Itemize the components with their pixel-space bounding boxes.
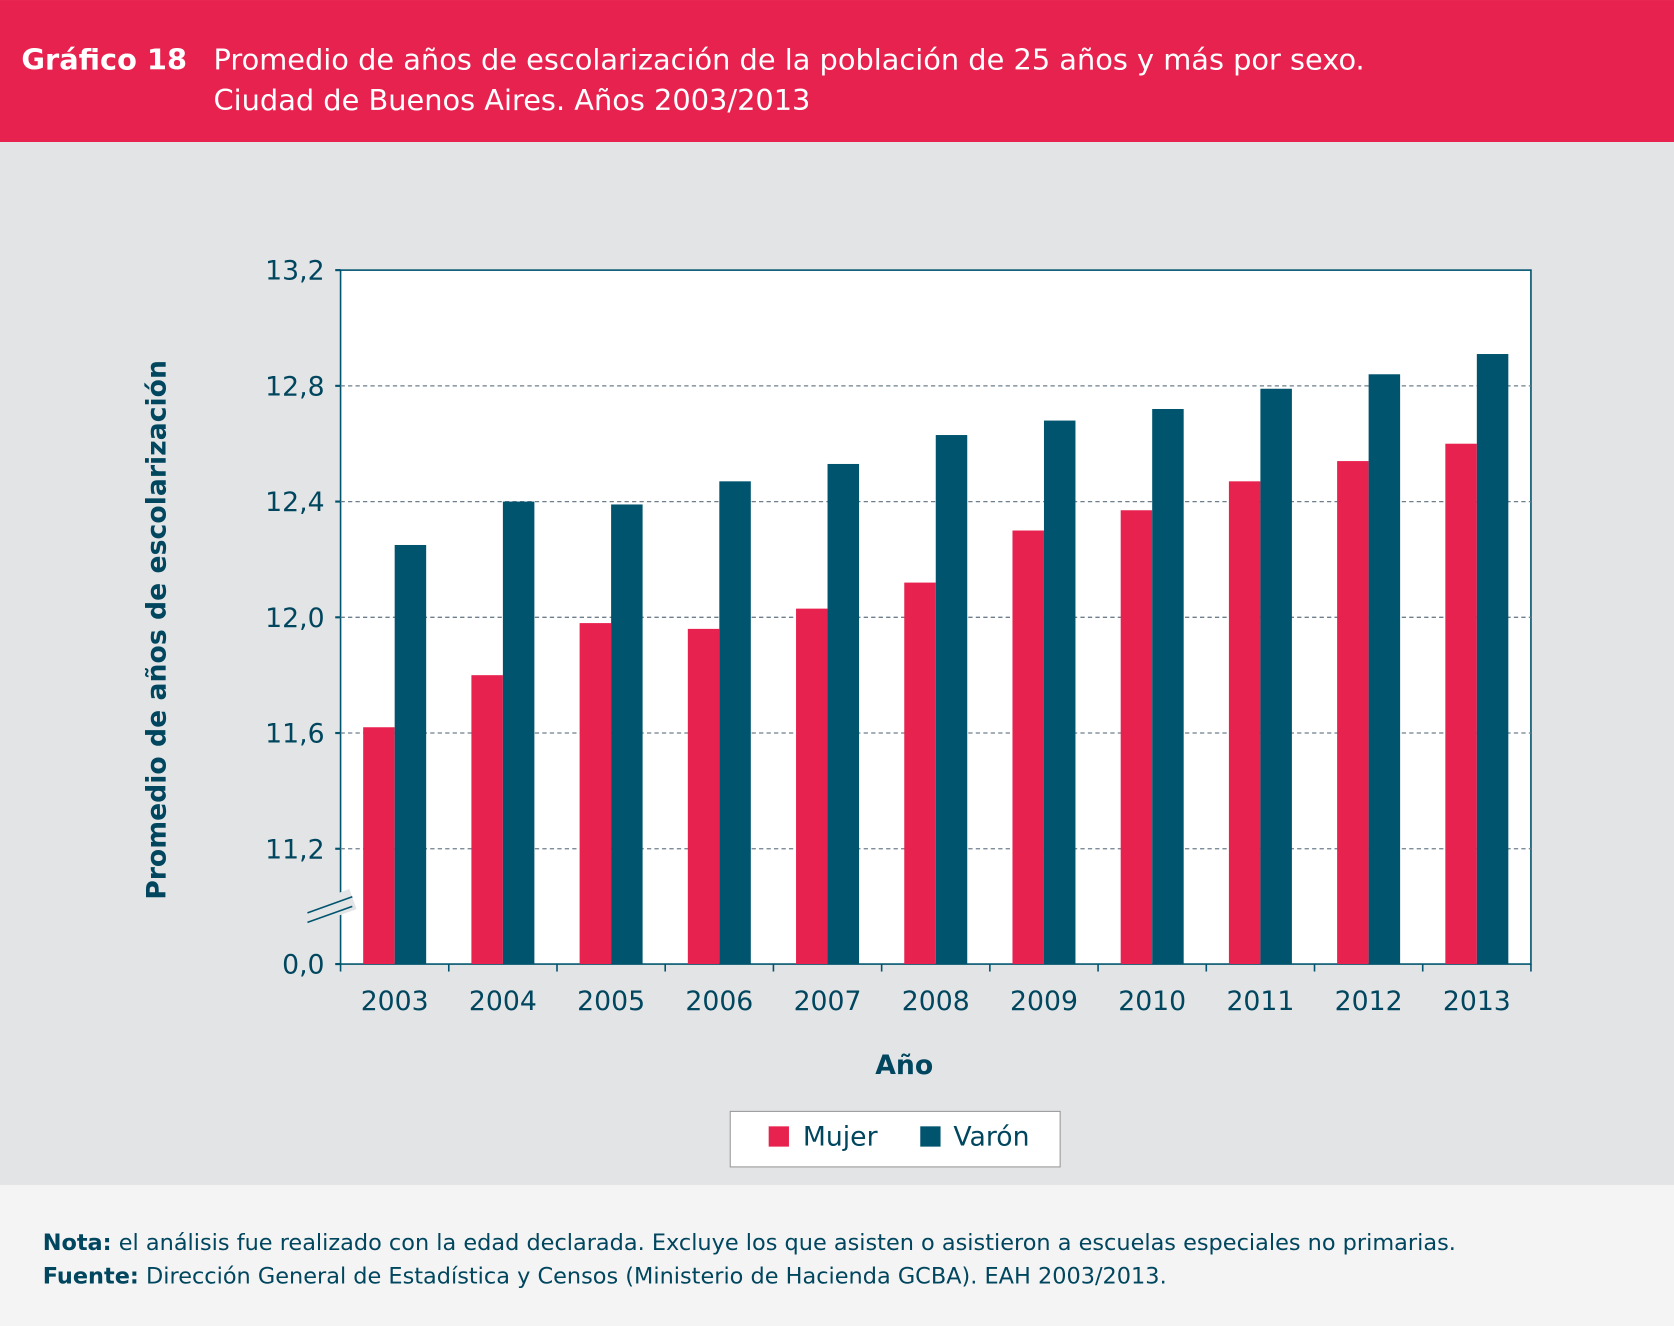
y-tick-label: 12,0 <box>265 603 324 634</box>
bar-mujer-2012 <box>1337 461 1369 965</box>
bar-mujer-2011 <box>1228 481 1261 965</box>
x-tick-label: 2008 <box>902 986 970 1017</box>
source: Fuente: Dirección General de Estadística… <box>43 1263 1167 1289</box>
y-tick-label: 12,8 <box>265 371 324 402</box>
x-tick-label: 2012 <box>1335 986 1403 1017</box>
legend: Mujer Varón <box>729 1110 1061 1168</box>
bar-mujer-2008 <box>904 582 936 965</box>
x-tick-label: 2005 <box>577 986 645 1017</box>
note-text: el análisis fue realizado con la edad de… <box>112 1230 1456 1256</box>
y-tick-label: 12,4 <box>265 487 324 518</box>
note: Nota: el análisis fue realizado con la e… <box>43 1230 1456 1256</box>
footer <box>0 1185 1674 1326</box>
bar-mujer-2010 <box>1120 510 1153 965</box>
chart-title-line1: Promedio de años de escolarización de la… <box>214 42 1365 76</box>
header-bar <box>0 0 1674 143</box>
bar-varon-2004 <box>502 501 535 965</box>
bar-mujer-2004 <box>471 675 503 965</box>
bar-mujer-2003 <box>363 727 395 965</box>
bar-varon-2012 <box>1368 374 1401 965</box>
bar-mujer-2009 <box>1012 530 1044 965</box>
axis-break-icon <box>303 889 357 926</box>
x-tick-label: 2011 <box>1226 986 1294 1017</box>
x-tick-label: 2013 <box>1443 986 1511 1017</box>
x-tick-label: 2010 <box>1118 986 1186 1017</box>
y-tick-label: 0,0 <box>282 950 324 981</box>
y-tick-label: 13,2 <box>265 256 324 287</box>
legend-swatch-mujer <box>768 1126 789 1147</box>
bar-varon-2003 <box>394 544 427 965</box>
legend-label-mujer: Mujer <box>803 1122 878 1153</box>
source-label: Fuente: <box>43 1263 139 1289</box>
chart-title-line2: Ciudad de Buenos Aires. Años 2003/2013 <box>214 83 811 117</box>
x-tick-label: 2004 <box>469 986 537 1017</box>
bar-mujer-2007 <box>796 608 828 965</box>
source-text: Dirección General de Estadística y Censo… <box>139 1263 1167 1289</box>
y-tick-label: 11,6 <box>265 719 324 750</box>
bar-varon-2013 <box>1476 354 1509 965</box>
y-axis-label: Promedio de años de escolarización <box>141 360 172 900</box>
x-tick-label: 2003 <box>361 986 429 1017</box>
bar-varon-2007 <box>827 463 860 965</box>
chart-number: Gráfico 18 <box>21 42 187 76</box>
bar-mujer-2013 <box>1445 443 1477 965</box>
bar-varon-2006 <box>719 481 751 965</box>
x-tick-label: 2007 <box>794 986 862 1017</box>
x-axis-label: Año <box>875 1050 933 1081</box>
x-tick-label: 2006 <box>685 986 753 1017</box>
bar-varon-2011 <box>1260 388 1292 965</box>
bar-varon-2008 <box>935 435 968 965</box>
bar-varon-2009 <box>1043 420 1076 965</box>
legend-label-varon: Varón <box>953 1122 1029 1153</box>
note-label: Nota: <box>43 1230 112 1256</box>
bar-mujer-2006 <box>687 628 720 965</box>
bar-varon-2010 <box>1152 408 1184 965</box>
y-tick-label: 11,2 <box>265 834 324 865</box>
legend-swatch-varon <box>920 1126 941 1147</box>
bar-mujer-2005 <box>579 623 612 965</box>
bar-varon-2005 <box>611 504 643 965</box>
x-tick-label: 2009 <box>1010 986 1078 1017</box>
